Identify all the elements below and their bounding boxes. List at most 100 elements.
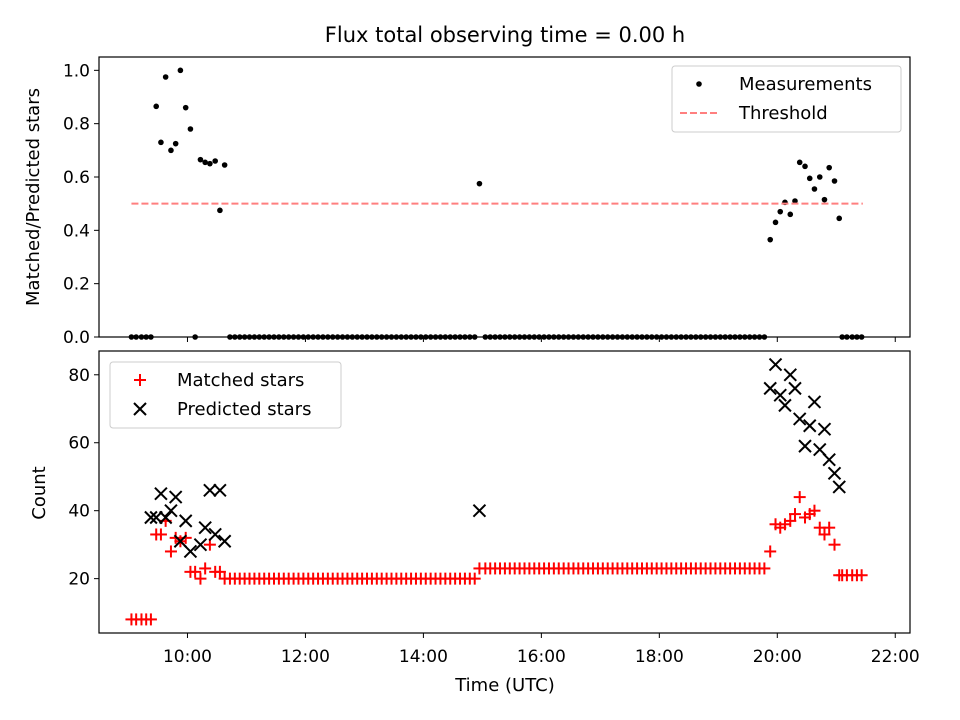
predicted-point <box>803 419 817 433</box>
x-tick-label: 16:00 <box>517 647 566 667</box>
matched-point <box>818 528 831 541</box>
predicted-point <box>158 510 173 525</box>
x-axis-title: Time (UTC) <box>454 675 555 696</box>
matched-point <box>784 514 797 527</box>
legend-label-matched: Matched stars <box>177 370 304 391</box>
predicted-point <box>472 503 487 518</box>
measurement-point <box>212 158 218 164</box>
measurement-point <box>172 140 179 147</box>
measurement-point <box>796 159 803 166</box>
x-tick-label: 12:00 <box>281 647 330 667</box>
predicted-point <box>798 439 812 453</box>
measurement-point <box>158 139 164 146</box>
measurement-point <box>177 67 184 74</box>
chart-title: Flux total observing time = 0.00 h <box>325 23 685 47</box>
matched-point <box>788 508 801 521</box>
matched-point <box>823 521 836 534</box>
matched-point <box>199 562 212 575</box>
predicted-point <box>198 520 212 535</box>
matched-point <box>154 528 167 541</box>
legend-marker-matched <box>134 374 146 386</box>
counts-y-tick-label: 60 <box>68 434 90 454</box>
measurement-point <box>816 174 823 180</box>
measurement-point <box>836 215 843 222</box>
ratio-y-tick-label: 0.8 <box>63 115 90 135</box>
legend-count: Matched stars Predicted stars <box>109 361 342 429</box>
matched-point <box>758 562 771 575</box>
x-tick-label: 22:00 <box>871 647 920 667</box>
predicted-point <box>807 395 822 409</box>
counts-y-tick-label: 20 <box>68 570 90 590</box>
measurement-point <box>792 198 798 204</box>
predicted-point <box>183 544 198 559</box>
predicted-point <box>154 486 168 501</box>
measurement-point <box>806 175 813 182</box>
measurement-point <box>207 160 213 167</box>
predicted-point <box>832 480 846 494</box>
predicted-point <box>149 510 163 525</box>
predicted-point <box>178 514 193 528</box>
predicted-point <box>827 466 842 481</box>
measurement-point <box>826 164 832 171</box>
legend-ratio: Measurements Threshold <box>671 65 902 133</box>
measurement-point <box>802 163 808 170</box>
measurement-point <box>162 74 169 80</box>
matched-point <box>855 569 868 582</box>
measurement-point <box>811 186 818 192</box>
measurement-point <box>168 147 174 154</box>
legend-label-predicted: Predicted stars <box>177 399 311 420</box>
predicted-point <box>217 534 232 548</box>
legend-label-measurements: Measurements <box>739 74 872 95</box>
matched-point <box>179 531 192 544</box>
predicted-point <box>792 412 807 426</box>
predicted-point <box>778 398 792 413</box>
ratio-plot-frame <box>98 56 911 338</box>
legend-label-threshold: Threshold <box>738 103 828 124</box>
predicted-point <box>168 490 183 504</box>
measurement-point <box>821 196 828 203</box>
counts-y-tick-label: 40 <box>68 502 90 522</box>
counts-y-tick-label: 80 <box>68 366 90 386</box>
measurement-point <box>831 178 838 184</box>
x-tick-label: 10:00 <box>163 647 212 667</box>
predicted-point <box>763 381 777 396</box>
measurement-point <box>767 236 774 243</box>
y-axis-title-count: Count <box>29 466 50 519</box>
predicted-point <box>193 537 208 552</box>
predicted-point <box>773 388 787 402</box>
predicted-point <box>203 483 217 498</box>
matched-point <box>764 545 777 558</box>
x-tick-label: 18:00 <box>635 647 684 667</box>
matched-point <box>793 491 806 504</box>
predicted-point <box>208 527 222 542</box>
matched-point <box>144 613 157 626</box>
matched-point <box>194 572 207 585</box>
measurement-point <box>197 156 204 163</box>
measurement-point <box>217 207 223 214</box>
predicted-point <box>822 453 836 467</box>
ratio-y-tick-label: 1.0 <box>63 61 90 81</box>
ratio-y-tick-label: 0.2 <box>63 275 90 295</box>
predicted-point <box>144 510 158 525</box>
predicted-point <box>173 534 188 548</box>
measurement-point <box>772 219 779 226</box>
predicted-point <box>164 503 178 518</box>
measurement-point <box>476 180 483 187</box>
matched-point <box>164 545 177 558</box>
predicted-point <box>768 357 783 372</box>
count-panel: 20 40 60 80 10:00 12:00 14:00 16:00 18:00 20:00 22… <box>68 350 920 667</box>
counts-plot-frame <box>98 350 911 634</box>
measurement-point <box>787 211 794 218</box>
legend-marker-predicted <box>133 402 147 416</box>
matched-point <box>213 565 226 578</box>
x-tick-label: 14:00 <box>399 647 448 667</box>
ratio-y-tick-label: 0.4 <box>63 221 90 241</box>
predicted-point <box>213 483 227 498</box>
y-axis-title-ratio: Matched/Predicted stars <box>23 88 44 306</box>
measurement-point <box>221 162 228 168</box>
measurement-point <box>187 126 194 132</box>
measurement-point <box>777 208 784 215</box>
measurement-point <box>202 159 208 166</box>
measurement-point <box>153 103 160 110</box>
